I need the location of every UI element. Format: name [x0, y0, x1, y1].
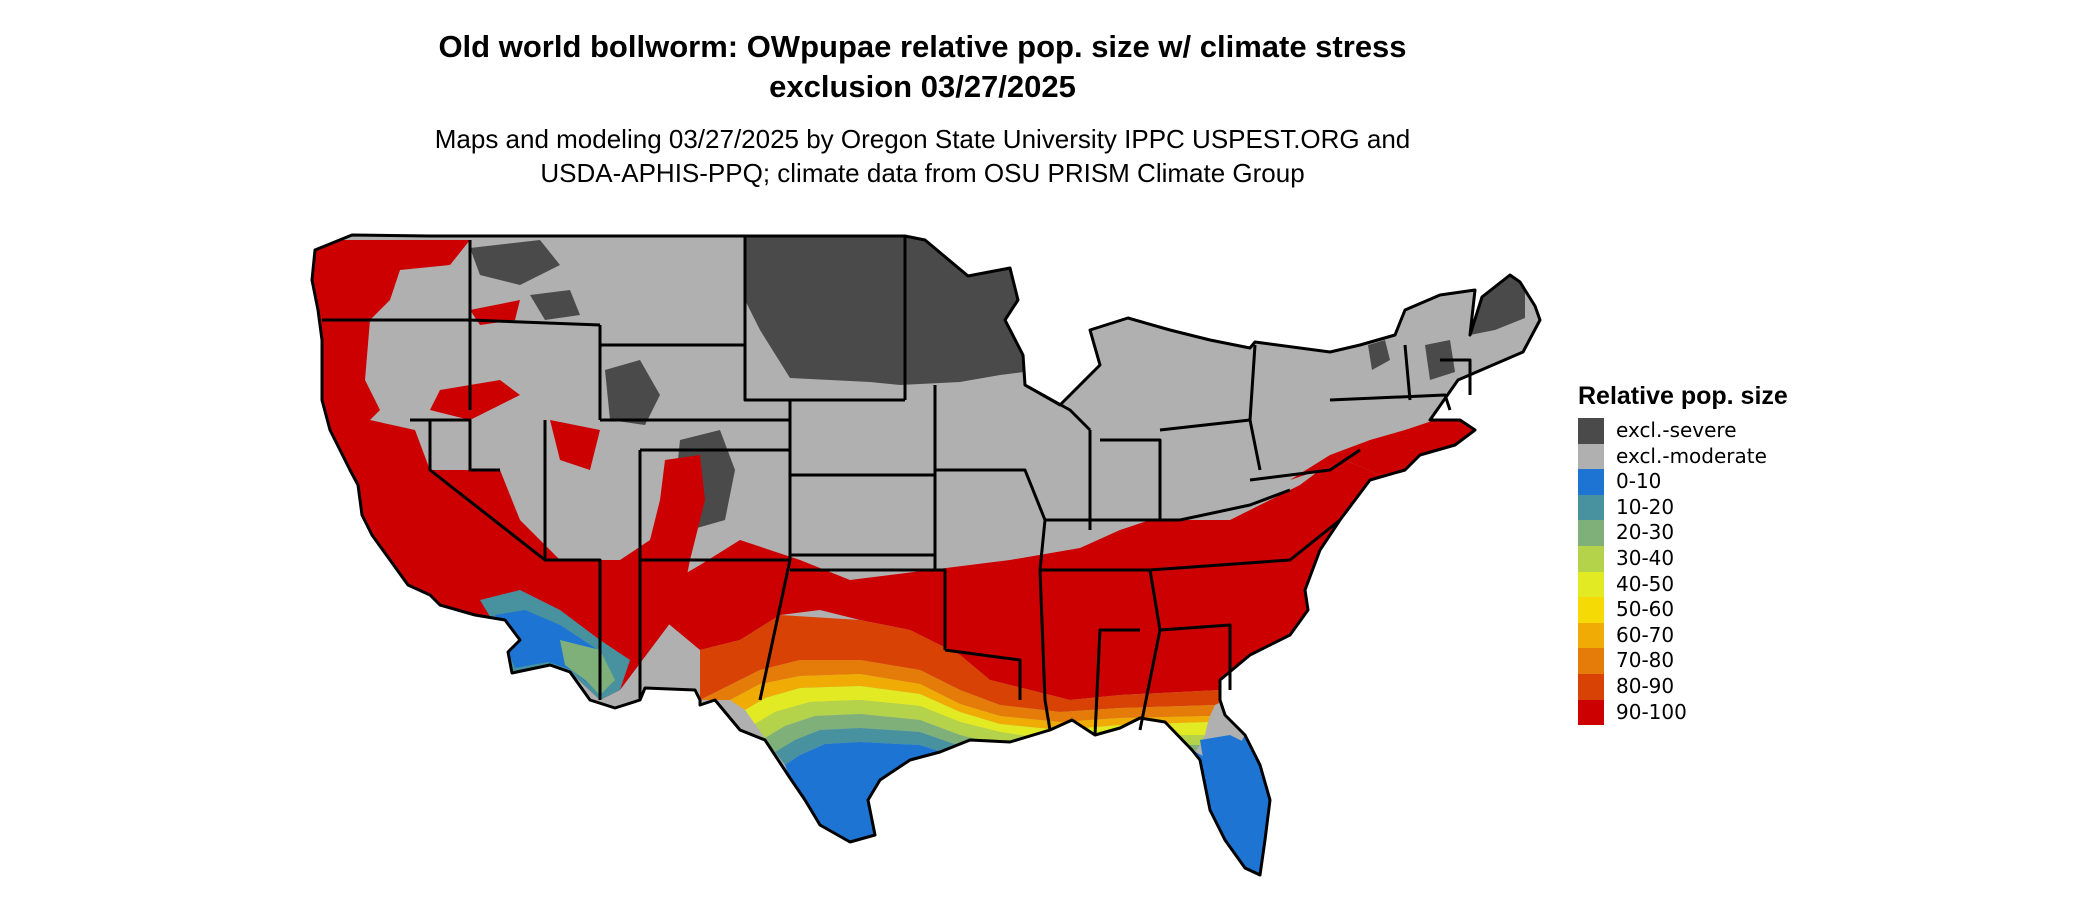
legend-item: 90-100 [1578, 699, 1978, 726]
legend-label: 80-90 [1616, 673, 1675, 698]
state-borders [310, 233, 1542, 877]
legend-label: excl.-moderate [1616, 443, 1767, 468]
legend-swatch [1578, 622, 1604, 649]
legend-items: excl.-severe excl.-moderate 0-10 10-20 20-30… [1578, 418, 1978, 726]
legend-item: 10-20 [1578, 494, 1978, 521]
legend-item: excl.-severe [1578, 418, 1978, 444]
legend-swatch [1578, 699, 1604, 726]
us-map [300, 220, 1560, 892]
legend-item: 20-30 [1578, 520, 1978, 546]
legend-swatch [1578, 469, 1604, 495]
legend-label: 10-20 [1616, 494, 1675, 519]
legend-item: 0-10 [1578, 469, 1978, 495]
legend-label: 50-60 [1616, 597, 1675, 622]
legend-label: 60-70 [1616, 622, 1675, 647]
legend-label: 20-30 [1616, 520, 1675, 545]
map-subtitle-line-1: Maps and modeling 03/27/2025 by Oregon S… [434, 124, 1411, 154]
legend-swatch [1578, 673, 1604, 700]
legend-item: 30-40 [1578, 545, 1978, 572]
legend-item: 60-70 [1578, 622, 1978, 649]
legend-label: 70-80 [1616, 648, 1675, 673]
legend-item: 80-90 [1578, 673, 1978, 700]
legend-label: excl.-severe [1616, 418, 1737, 442]
legend-swatch [1578, 648, 1604, 674]
legend-label: 40-50 [1616, 571, 1675, 596]
legend-swatch [1578, 597, 1604, 623]
legend-item: 70-80 [1578, 648, 1978, 674]
legend-swatch [1578, 418, 1604, 444]
legend-label: 30-40 [1616, 545, 1675, 570]
legend-item: 40-50 [1578, 571, 1978, 598]
legend-item: excl.-moderate [1578, 443, 1978, 470]
legend-swatch [1578, 571, 1604, 598]
us-map-svg [310, 233, 1542, 877]
map-title-line-2: exclusion 03/27/2025 [769, 69, 1076, 104]
legend-swatch [1578, 545, 1604, 572]
legend-swatch [1578, 443, 1604, 470]
legend-swatch [1578, 520, 1604, 546]
legend-title: Relative pop. size [1578, 382, 1788, 410]
legend-swatch [1578, 494, 1604, 521]
legend-label: 90-100 [1616, 699, 1687, 724]
legend-label: 0-10 [1616, 469, 1662, 494]
legend-item: 50-60 [1578, 597, 1978, 623]
legend: Relative pop. size excl.-severe excl.-mod… [1578, 380, 1978, 726]
map-subtitle-line-2: USDA-APHIS-PPQ; climate data from OSU PR… [540, 158, 1305, 188]
map-title-line-1: Old world bollworm: OWpupae relative pop… [438, 29, 1407, 64]
